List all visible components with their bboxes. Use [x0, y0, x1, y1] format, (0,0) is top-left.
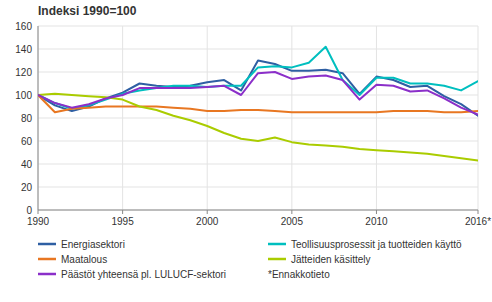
grid-line — [207, 26, 208, 210]
y-axis — [38, 26, 39, 210]
legend-swatch — [38, 258, 56, 261]
legend-swatch — [38, 243, 56, 246]
x-tick-label: 2010 — [365, 216, 388, 227]
y-tick-label: 20 — [21, 182, 33, 193]
legend-swatch — [38, 273, 56, 276]
x-tick — [376, 210, 377, 214]
grid-line — [38, 26, 478, 27]
x-tick — [38, 210, 39, 214]
x-tick — [207, 210, 208, 214]
annotation: *Ennakkotieto — [268, 269, 330, 280]
legend: Energiasektori Teollisuusprosessit ja tuo… — [38, 239, 462, 280]
grid-line — [478, 26, 479, 210]
x-axis — [38, 210, 478, 211]
y-tick-label: 100 — [15, 90, 32, 101]
legend-label: Maatalous — [61, 254, 107, 265]
x-tick — [291, 210, 292, 214]
x-tick-label: 1990 — [27, 216, 50, 227]
legend-label: Energiasektori — [61, 239, 125, 250]
series-line — [38, 94, 478, 161]
legend-item: Teollisuusprosessit ja tuotteiden käyttö — [268, 239, 462, 250]
y-tick-label: 120 — [15, 67, 32, 78]
grid-line — [376, 26, 377, 210]
grid-line — [38, 26, 39, 210]
y-tick-label: 0 — [26, 205, 32, 216]
legend-item: Jätteiden käsittely — [268, 254, 371, 265]
grid-line — [38, 187, 478, 188]
legend-item: Päästöt yhteensä pl. LULUCF-sektori — [38, 269, 226, 280]
series-line — [38, 72, 478, 115]
legend-label: Teollisuusprosessit ja tuotteiden käyttö — [291, 239, 462, 250]
grid-line — [38, 49, 478, 50]
grid-line — [38, 95, 478, 96]
x-tick-label: 2005 — [281, 216, 304, 227]
x-tick-label: 2016* — [465, 216, 491, 227]
legend-item: Maatalous — [38, 254, 107, 265]
legend-item: Energiasektori — [38, 239, 125, 250]
y-tick-label: 40 — [21, 159, 33, 170]
legend-swatch — [268, 243, 286, 246]
y-tick-label: 60 — [21, 136, 33, 147]
grid-line — [122, 26, 123, 210]
y-tick-label: 140 — [15, 44, 32, 55]
grid-line — [38, 118, 478, 119]
legend-swatch — [268, 258, 286, 261]
grid-line — [38, 210, 478, 211]
x-tick — [122, 210, 123, 214]
y-tick-label: 80 — [21, 113, 33, 124]
x-tick-label: 2000 — [196, 216, 219, 227]
grid-line — [38, 164, 478, 165]
x-tick — [478, 210, 479, 214]
title: Indeksi 1990=100 — [38, 4, 137, 18]
y-tick-label: 160 — [15, 21, 32, 32]
chart: Indeksi 1990=100 0 20 40 60 80 100 120 140 160 199… — [0, 0, 492, 302]
x-tick-label: 1995 — [111, 216, 134, 227]
grid — [38, 26, 478, 210]
grid-line — [291, 26, 292, 210]
lines — [38, 47, 478, 161]
legend-label: Päästöt yhteensä pl. LULUCF-sektori — [61, 269, 226, 280]
legend-label: Jätteiden käsittely — [291, 254, 371, 265]
